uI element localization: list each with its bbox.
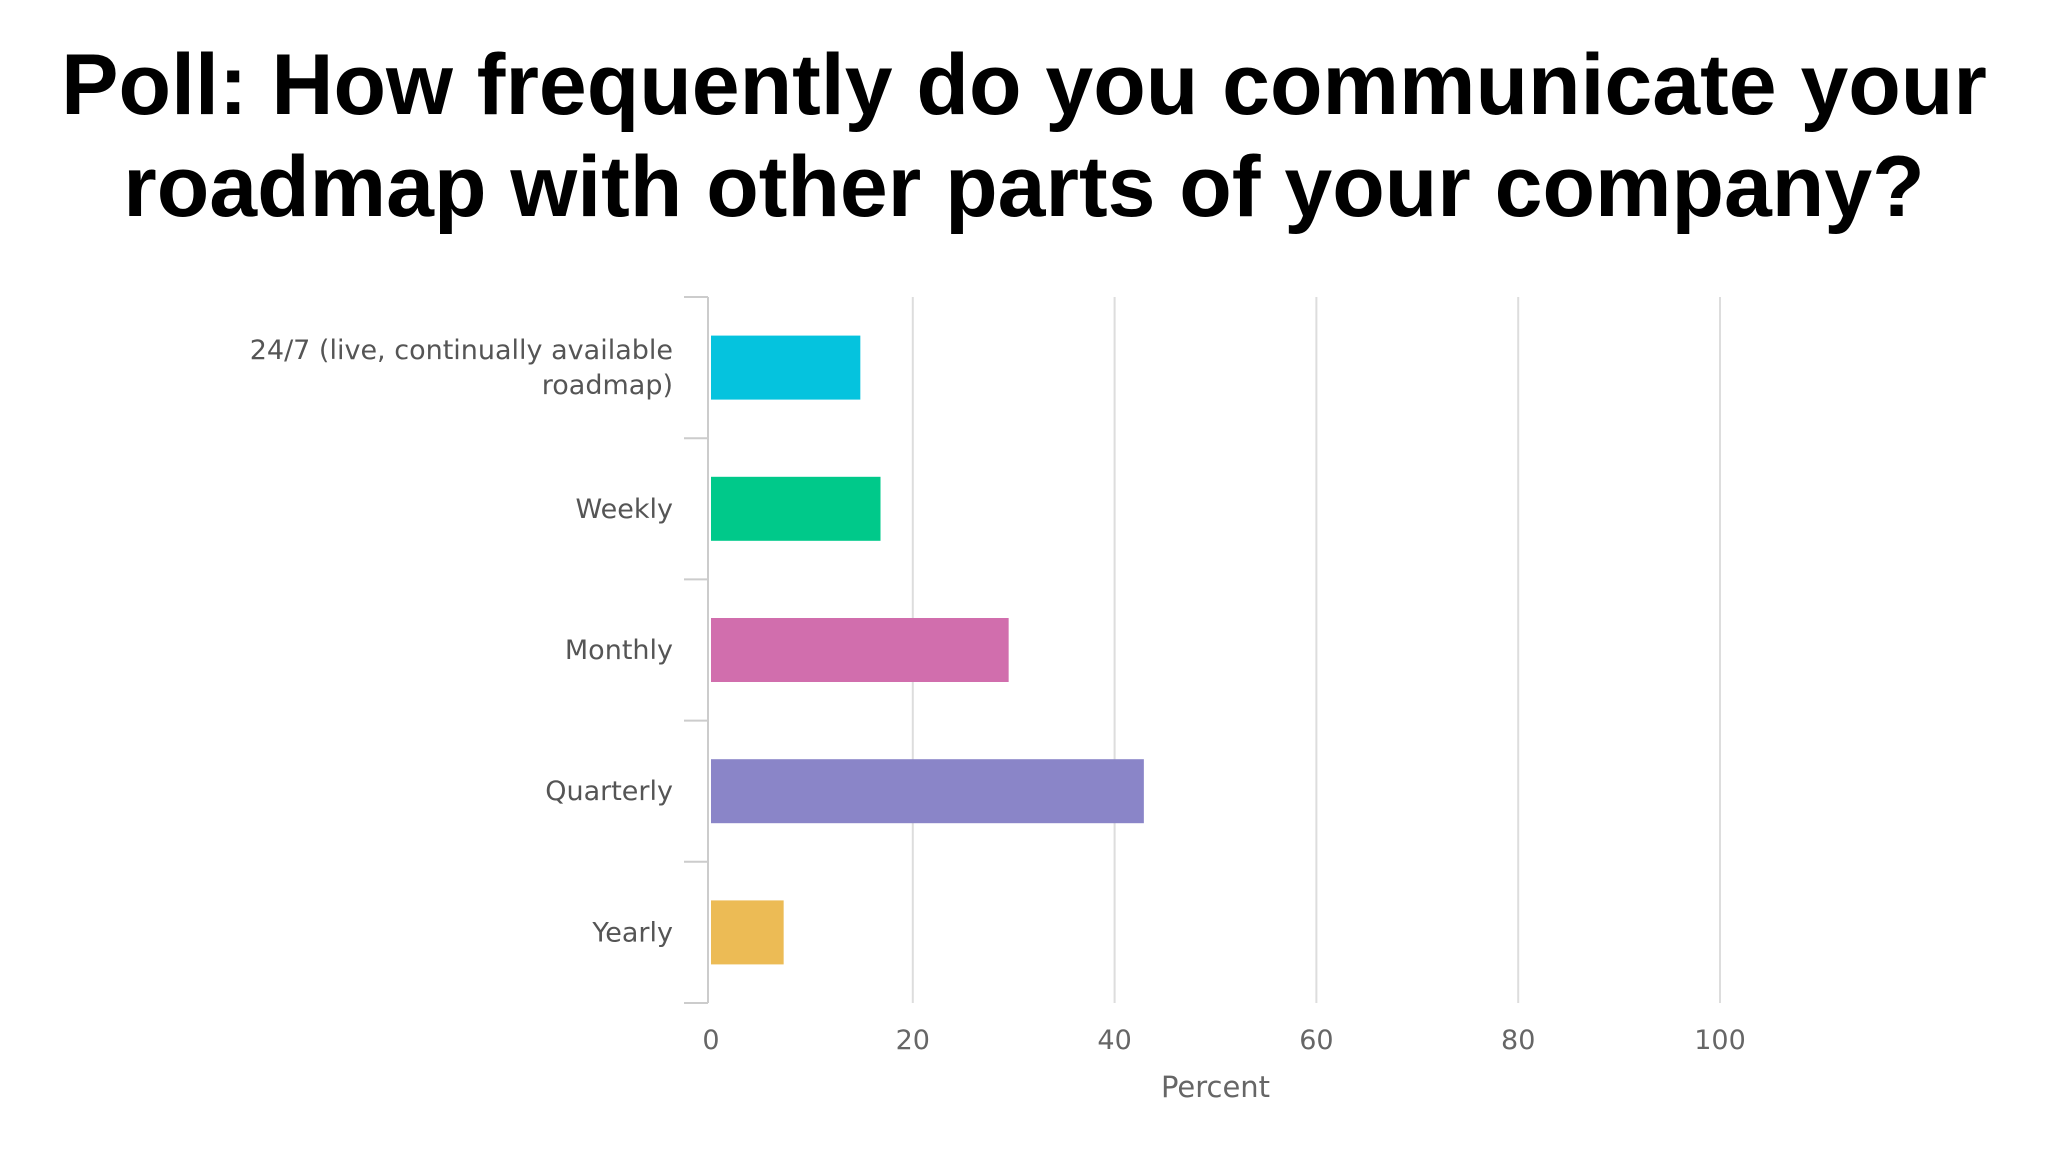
x-tick-label: 40 <box>1097 1025 1131 1056</box>
bars <box>711 336 1144 965</box>
x-tick-label: 20 <box>896 1025 930 1056</box>
x-axis-title: Percent <box>1161 1070 1270 1104</box>
x-tick-label: 0 <box>702 1025 719 1056</box>
grid-lines <box>913 297 1720 1003</box>
x-tick-label: 80 <box>1501 1025 1535 1056</box>
x-tick-labels: 0 20 40 60 80 100 <box>702 1025 1745 1056</box>
category-axis <box>684 297 708 1003</box>
category-label: 24/7 (live, continually available <box>250 335 673 366</box>
bar-0 <box>711 336 860 400</box>
category-label: Monthly <box>565 635 673 666</box>
bar-4 <box>711 900 784 964</box>
x-tick-label: 100 <box>1694 1025 1746 1056</box>
category-label: Weekly <box>576 494 673 525</box>
category-label: roadmap) <box>542 370 673 401</box>
bar-2 <box>711 618 1009 682</box>
category-labels: 24/7 (live, continually available roadmap… <box>250 335 673 948</box>
x-tick-label: 60 <box>1299 1025 1333 1056</box>
category-label: Yearly <box>591 917 673 948</box>
bar-3 <box>711 759 1144 823</box>
category-label: Quarterly <box>545 776 673 807</box>
bar-1 <box>711 477 881 541</box>
